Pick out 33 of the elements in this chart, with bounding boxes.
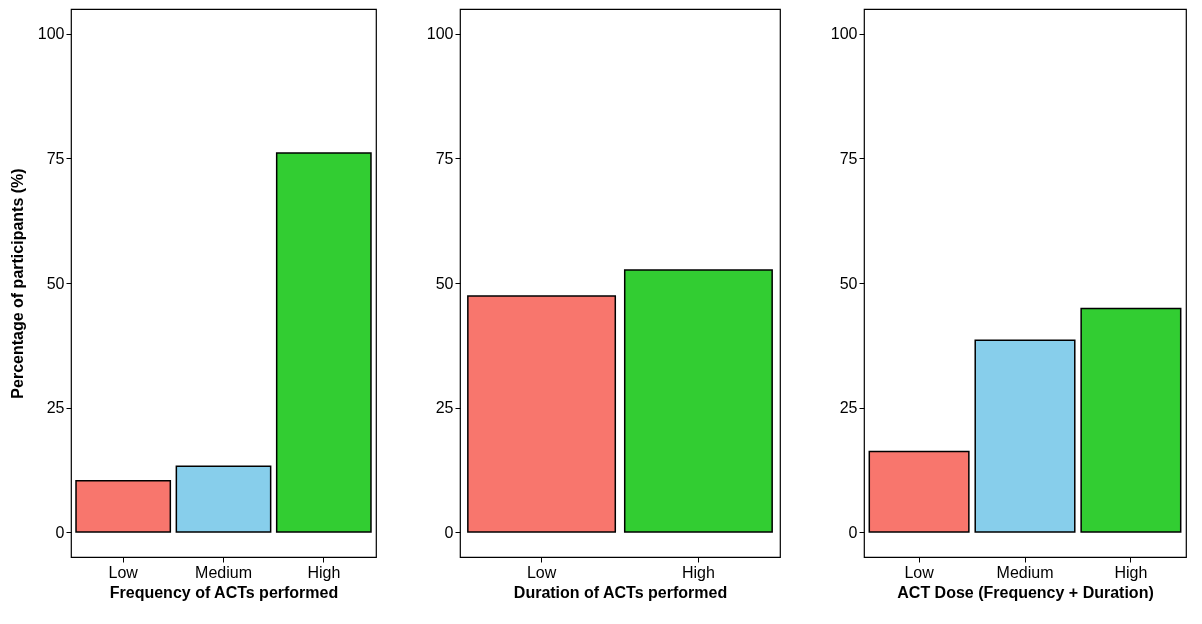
y-tick-label: 50 [46, 274, 65, 292]
y-tick-label: 0 [444, 523, 454, 541]
bar [275, 152, 372, 533]
y-tick-label: 50 [839, 274, 858, 292]
x-tick-label: Medium [195, 563, 252, 581]
bar [868, 450, 970, 533]
y-tick-label: 75 [435, 149, 454, 167]
x-tick-label: Medium [996, 563, 1054, 581]
x-tick-label: Low [904, 563, 935, 581]
bar [175, 465, 272, 533]
y-tick-label: 25 [46, 399, 65, 417]
y-tick-label: 25 [839, 399, 858, 417]
y-tick-label: 25 [435, 399, 454, 417]
bar [974, 339, 1076, 533]
x-axis-title: Duration of ACTs performed [513, 583, 728, 601]
y-tick-label: 0 [55, 523, 65, 541]
x-tick-label: Low [526, 563, 557, 581]
y-tick-label: 100 [426, 25, 454, 43]
bar [1080, 307, 1182, 533]
x-tick-label: High [681, 563, 715, 581]
y-tick-label: 50 [435, 274, 454, 292]
y-tick-label: 100 [37, 25, 65, 43]
y-tick-label: 100 [830, 25, 858, 43]
y-tick-label: 75 [839, 149, 858, 167]
x-tick-label: High [1114, 563, 1148, 581]
x-tick-label: Low [108, 563, 139, 581]
y-tick-label: 75 [46, 149, 65, 167]
bar [75, 480, 172, 533]
x-tick-label: High [307, 563, 341, 581]
x-axis-title: Frequency of ACTs performed [109, 583, 339, 601]
y-axis-title: Percentage of participants (%) [8, 168, 26, 399]
x-axis-title: ACT Dose (Frequency + Duration) [897, 583, 1154, 601]
y-tick-label: 0 [848, 523, 858, 541]
